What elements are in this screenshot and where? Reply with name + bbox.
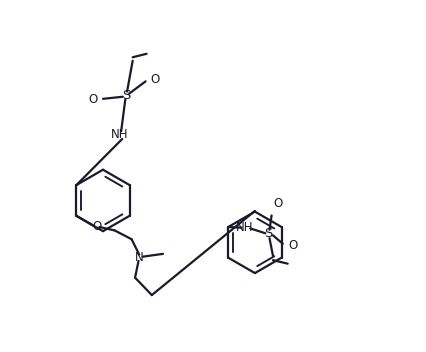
Text: O: O [150, 73, 160, 86]
Text: NH: NH [111, 128, 128, 141]
Text: O: O [88, 93, 98, 106]
Text: S: S [122, 89, 131, 102]
Text: O: O [273, 197, 282, 210]
Text: O: O [288, 239, 298, 252]
Text: NH: NH [236, 221, 254, 234]
Text: O: O [92, 220, 101, 233]
Text: N: N [135, 251, 144, 264]
Text: S: S [265, 227, 273, 240]
